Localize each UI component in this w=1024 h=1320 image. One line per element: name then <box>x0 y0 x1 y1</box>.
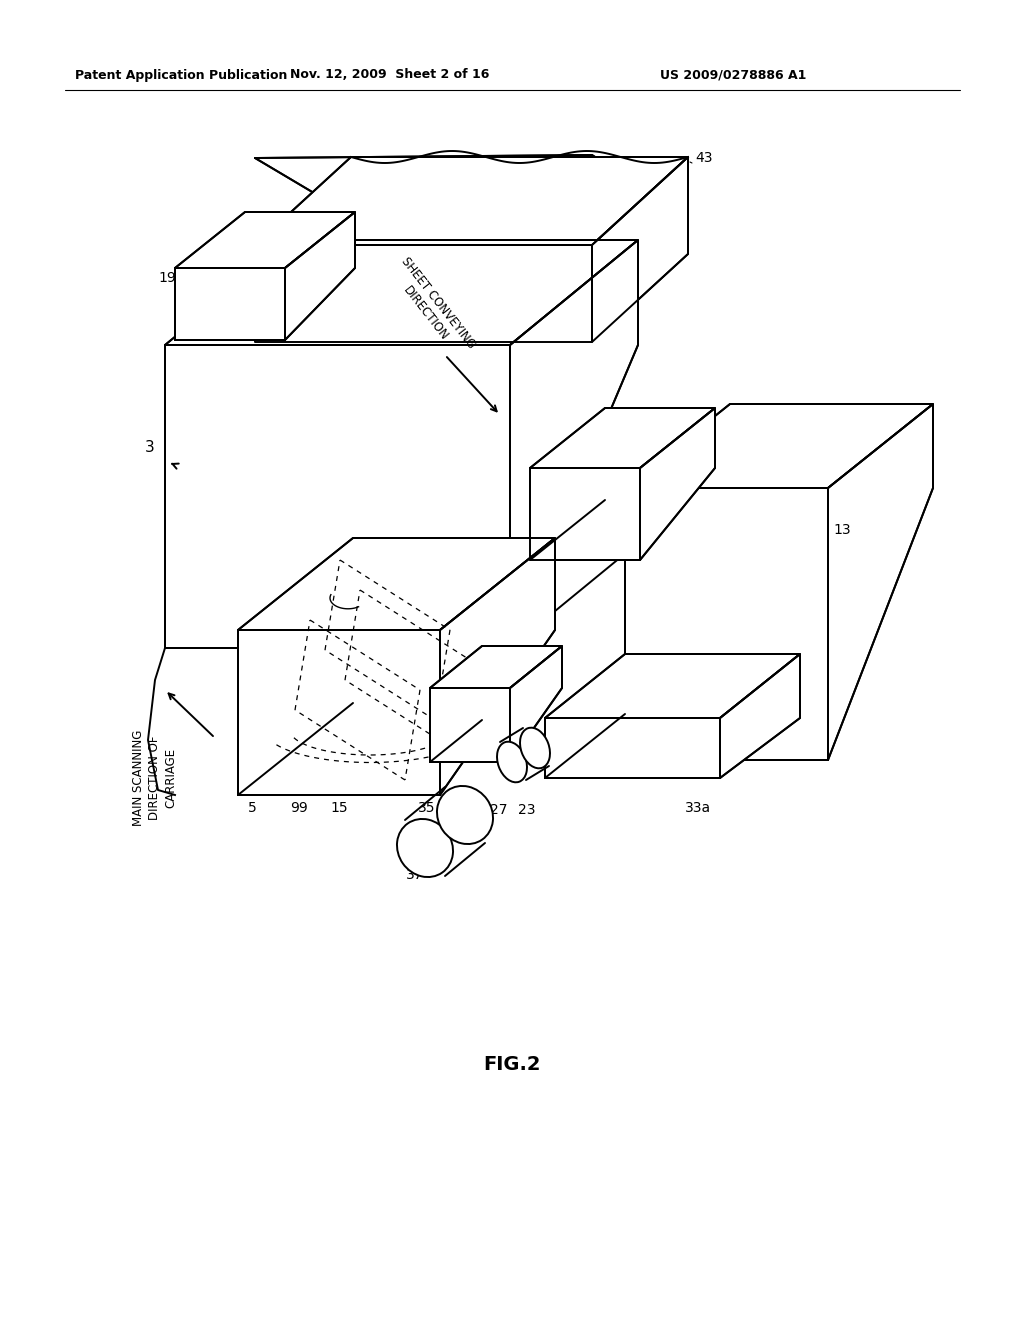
Text: 27: 27 <box>490 803 508 817</box>
Polygon shape <box>175 213 355 268</box>
Text: US 2009/0278886 A1: US 2009/0278886 A1 <box>660 69 806 82</box>
Polygon shape <box>165 240 638 345</box>
Text: MAIN SCANNING
DIRECTION OF
CARRIAGE: MAIN SCANNING DIRECTION OF CARRIAGE <box>132 730 177 826</box>
Ellipse shape <box>497 742 527 783</box>
Text: 19: 19 <box>158 271 176 285</box>
Polygon shape <box>510 240 638 648</box>
Text: 13: 13 <box>833 523 851 537</box>
Polygon shape <box>255 157 688 246</box>
Polygon shape <box>175 268 285 341</box>
Polygon shape <box>625 488 828 760</box>
Polygon shape <box>430 645 562 688</box>
Polygon shape <box>592 157 688 342</box>
Polygon shape <box>285 213 355 341</box>
Text: 33a: 33a <box>685 801 711 814</box>
Text: 20: 20 <box>390 598 408 612</box>
Text: 15: 15 <box>330 801 347 814</box>
Polygon shape <box>238 630 440 795</box>
Polygon shape <box>510 645 562 762</box>
Ellipse shape <box>397 818 453 876</box>
Polygon shape <box>430 688 510 762</box>
Polygon shape <box>255 154 688 215</box>
Polygon shape <box>640 408 715 560</box>
Text: Patent Application Publication: Patent Application Publication <box>75 69 288 82</box>
Text: 37: 37 <box>407 869 424 882</box>
Text: 35: 35 <box>418 801 435 814</box>
Text: Nov. 12, 2009  Sheet 2 of 16: Nov. 12, 2009 Sheet 2 of 16 <box>291 69 489 82</box>
Polygon shape <box>238 539 555 630</box>
Polygon shape <box>440 539 555 795</box>
Text: 43: 43 <box>695 150 713 165</box>
Polygon shape <box>165 345 510 648</box>
Text: R: R <box>318 573 328 587</box>
Polygon shape <box>530 408 715 469</box>
Ellipse shape <box>520 727 550 768</box>
Polygon shape <box>828 404 933 760</box>
Text: 5: 5 <box>248 801 257 814</box>
Text: 23: 23 <box>518 803 536 817</box>
Text: 3: 3 <box>145 441 155 455</box>
Ellipse shape <box>437 785 493 843</box>
Text: SHEET CONVEYING
DIRECTION: SHEET CONVEYING DIRECTION <box>386 255 478 360</box>
Polygon shape <box>545 718 720 777</box>
Polygon shape <box>625 404 933 488</box>
Polygon shape <box>530 469 640 560</box>
Text: FIG.2: FIG.2 <box>483 1056 541 1074</box>
Text: 17: 17 <box>643 458 660 473</box>
Polygon shape <box>255 246 592 342</box>
Polygon shape <box>720 653 800 777</box>
Polygon shape <box>545 653 800 718</box>
Text: 99: 99 <box>290 801 308 814</box>
